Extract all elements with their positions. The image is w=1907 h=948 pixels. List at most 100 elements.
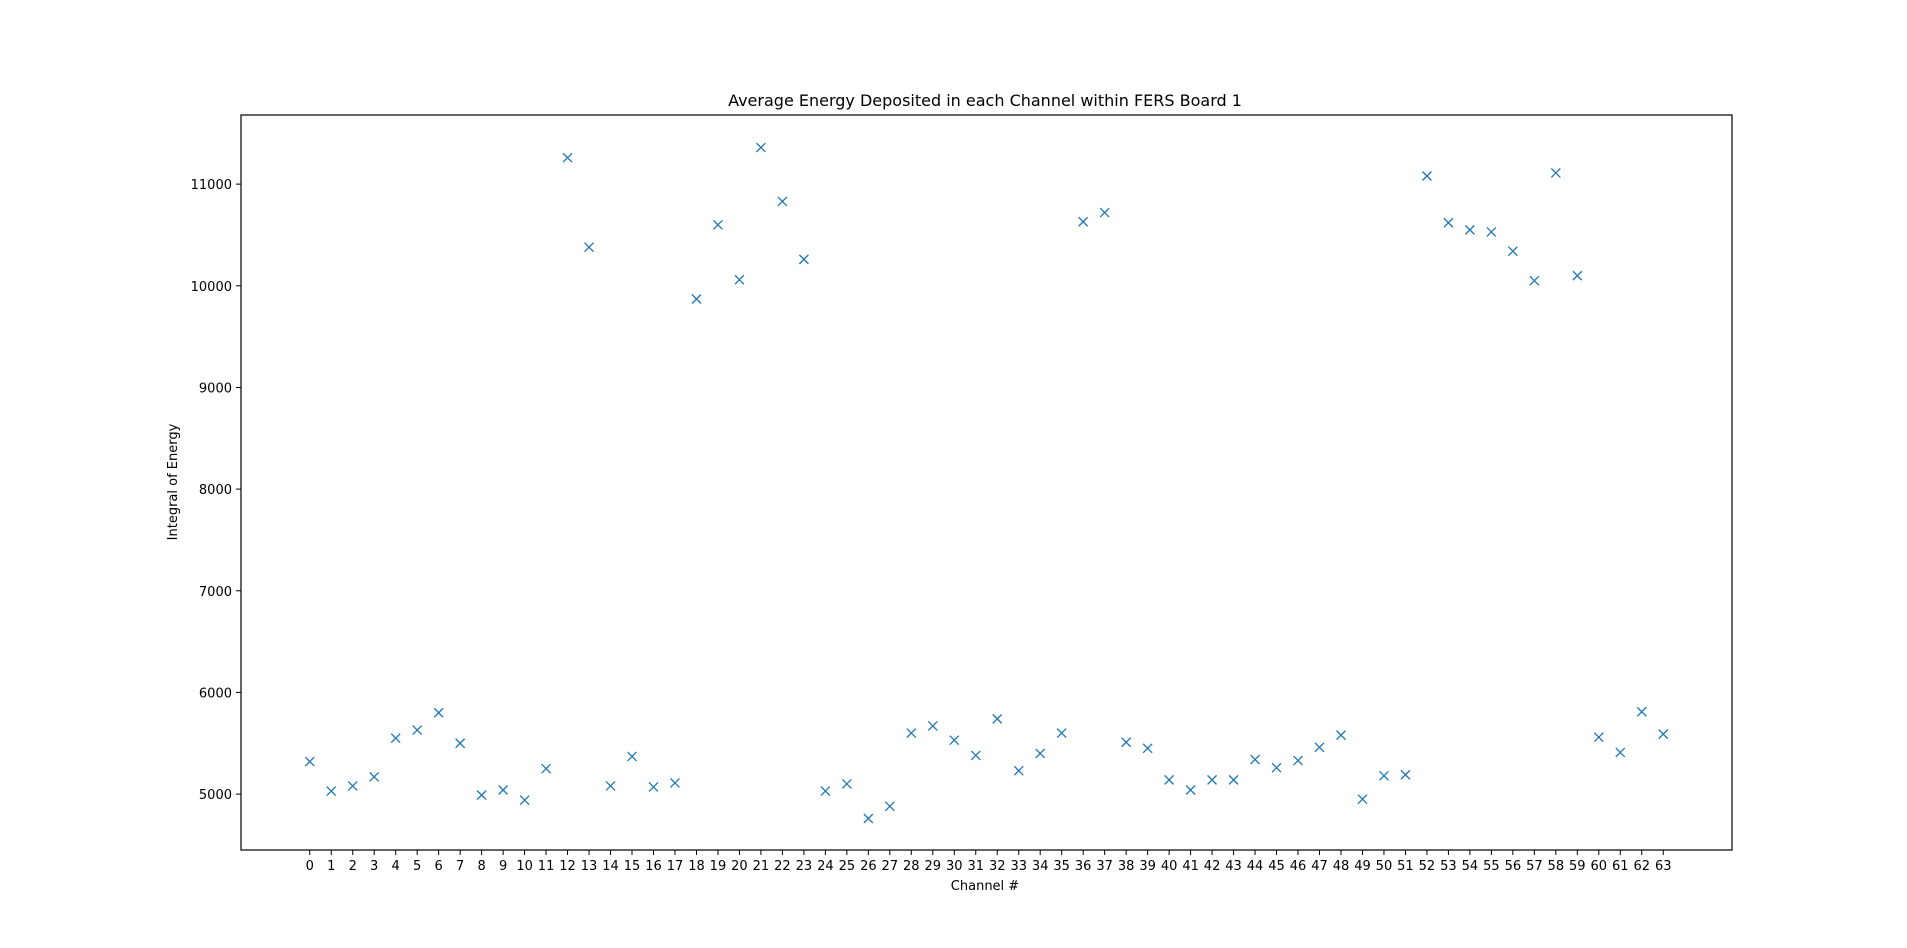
x-tick-label: 28 <box>903 859 920 874</box>
data-point <box>1228 774 1239 785</box>
data-point <box>1636 706 1647 717</box>
data-point <box>884 801 895 812</box>
x-tick-label: 35 <box>1053 859 1070 874</box>
data-point <box>863 813 874 824</box>
data-point <box>798 254 809 265</box>
x-tick-label: 40 <box>1161 859 1178 874</box>
data-point <box>1550 167 1561 178</box>
x-tick-label: 22 <box>774 859 791 874</box>
data-point <box>1142 743 1153 754</box>
data-point <box>412 725 423 736</box>
x-tick-label: 52 <box>1419 859 1436 874</box>
x-tick-label: 46 <box>1290 859 1307 874</box>
data-point <box>541 763 552 774</box>
data-point <box>455 738 466 749</box>
x-tick-label: 58 <box>1548 859 1565 874</box>
x-tick-label: 13 <box>581 859 598 874</box>
x-tick-label: 36 <box>1075 859 1092 874</box>
data-point <box>1078 216 1089 227</box>
x-tick-label: 0 <box>306 859 314 874</box>
x-tick-label: 45 <box>1268 859 1285 874</box>
x-tick-label: 21 <box>753 859 770 874</box>
data-point <box>992 713 1003 724</box>
data-point <box>1121 737 1132 748</box>
y-tick-label: 7000 <box>199 585 232 600</box>
data-point <box>627 751 637 762</box>
x-tick-label: 63 <box>1655 859 1672 874</box>
data-point <box>1207 774 1218 785</box>
data-point <box>390 733 401 744</box>
data-point <box>1615 747 1626 758</box>
x-tick-label: 53 <box>1440 859 1457 874</box>
x-tick-label: 24 <box>817 859 834 874</box>
data-point <box>1314 742 1325 753</box>
data-point <box>1035 748 1046 759</box>
data-point <box>820 786 831 796</box>
data-point <box>498 785 509 795</box>
data-point <box>1099 207 1110 218</box>
x-tick-label: 57 <box>1526 859 1543 874</box>
data-point <box>1379 770 1389 781</box>
x-tick-label: 27 <box>882 859 899 874</box>
x-tick-label: 3 <box>370 859 378 874</box>
x-tick-label: 34 <box>1032 859 1049 874</box>
y-tick-label: 10000 <box>191 280 232 295</box>
data-point <box>1593 732 1604 743</box>
x-tick-label: 25 <box>839 859 856 874</box>
y-tick-label: 6000 <box>199 686 232 701</box>
x-tick-label: 39 <box>1139 859 1156 874</box>
data-point <box>712 219 723 230</box>
x-tick-label: 18 <box>688 859 705 874</box>
x-tick-label: 49 <box>1354 859 1371 874</box>
x-tick-label: 19 <box>710 859 727 874</box>
data-point <box>1572 270 1583 281</box>
x-tick-label: 33 <box>1010 859 1027 874</box>
data-point <box>1421 171 1432 181</box>
data-point <box>648 782 659 792</box>
data-series <box>304 142 1669 824</box>
data-point <box>326 786 337 796</box>
data-point <box>691 294 702 304</box>
x-tick-label: 16 <box>645 859 662 874</box>
x-tick-label: 7 <box>456 859 464 874</box>
x-tick-label: 15 <box>624 859 641 874</box>
data-point <box>949 735 960 746</box>
data-point <box>1250 754 1261 765</box>
data-point <box>1271 762 1282 773</box>
x-tick-label: 56 <box>1505 859 1522 874</box>
data-point <box>605 780 616 791</box>
data-point <box>1357 794 1368 805</box>
x-tick-label: 54 <box>1462 859 1479 874</box>
x-tick-label: 20 <box>731 859 748 874</box>
x-tick-label: 23 <box>796 859 813 874</box>
data-point <box>1529 275 1540 286</box>
y-axis-label: Integral of Energy <box>166 423 181 540</box>
x-tick-label: 9 <box>499 859 507 874</box>
data-point <box>304 756 315 767</box>
data-point <box>1464 224 1475 235</box>
data-point <box>1056 728 1067 739</box>
data-point <box>1164 774 1175 785</box>
y-tick-label: 9000 <box>199 381 232 396</box>
data-point <box>1658 729 1669 740</box>
x-tick-label: 44 <box>1247 859 1264 874</box>
x-tick-label: 60 <box>1591 859 1608 874</box>
data-point <box>1185 785 1196 795</box>
data-point <box>1336 730 1346 741</box>
data-point <box>476 790 487 801</box>
data-point <box>519 795 530 806</box>
y-tick-label: 5000 <box>199 788 232 803</box>
data-point <box>1507 246 1518 257</box>
data-point <box>1013 765 1024 776</box>
data-point <box>734 274 745 285</box>
data-point <box>347 780 358 791</box>
x-tick-label: 43 <box>1225 859 1242 874</box>
x-tick-label: 5 <box>413 859 421 874</box>
x-tick-label: 6 <box>435 859 443 874</box>
x-tick-label: 62 <box>1633 859 1650 874</box>
x-tick-label: 38 <box>1118 859 1135 874</box>
x-tick-label: 59 <box>1569 859 1586 874</box>
y-axis: 5000 6000 7000 8000 9000 10000 11000 <box>191 178 241 803</box>
data-point <box>1443 217 1454 228</box>
